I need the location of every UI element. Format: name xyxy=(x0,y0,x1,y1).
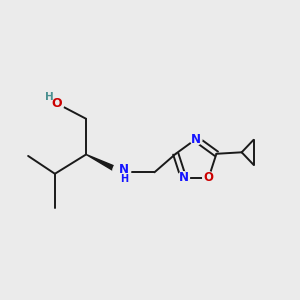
Text: O: O xyxy=(204,171,214,184)
Circle shape xyxy=(45,93,64,112)
Text: H: H xyxy=(45,92,54,102)
Circle shape xyxy=(178,172,189,184)
Text: N: N xyxy=(191,133,201,146)
Text: N: N xyxy=(119,163,129,176)
Polygon shape xyxy=(86,154,123,175)
Text: H: H xyxy=(120,174,128,184)
Circle shape xyxy=(203,172,214,184)
Text: O: O xyxy=(51,98,62,110)
Circle shape xyxy=(113,162,131,180)
Text: N: N xyxy=(178,171,188,184)
Circle shape xyxy=(190,133,202,145)
